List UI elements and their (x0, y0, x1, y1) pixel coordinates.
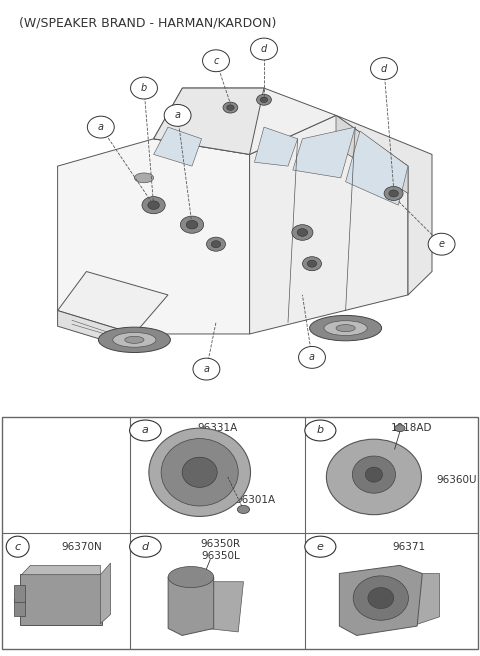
Circle shape (305, 420, 336, 441)
Polygon shape (250, 115, 408, 334)
Text: 96331A: 96331A (197, 423, 237, 433)
Text: d: d (261, 44, 267, 54)
Ellipse shape (297, 228, 308, 236)
Ellipse shape (257, 94, 271, 105)
Text: 96301A: 96301A (236, 495, 276, 505)
Ellipse shape (149, 428, 251, 516)
Text: a: a (98, 122, 104, 132)
Text: e: e (439, 239, 444, 249)
Text: a: a (309, 352, 315, 362)
Text: a: a (204, 364, 209, 374)
Text: d: d (381, 64, 387, 73)
Polygon shape (154, 88, 264, 154)
Ellipse shape (352, 456, 396, 493)
Polygon shape (207, 582, 243, 632)
Circle shape (428, 234, 455, 255)
Circle shape (130, 536, 161, 557)
FancyBboxPatch shape (14, 599, 25, 615)
Circle shape (164, 104, 191, 127)
Polygon shape (58, 272, 168, 334)
Circle shape (131, 77, 157, 99)
Text: e: e (317, 542, 324, 552)
Circle shape (193, 358, 220, 380)
Text: 96350R: 96350R (201, 539, 241, 549)
Text: 96370N: 96370N (61, 542, 102, 552)
Circle shape (305, 536, 336, 557)
Polygon shape (100, 563, 110, 624)
Polygon shape (154, 88, 336, 154)
Ellipse shape (324, 321, 367, 335)
Polygon shape (293, 127, 355, 178)
Text: c: c (213, 56, 219, 66)
Ellipse shape (180, 216, 204, 234)
Polygon shape (336, 115, 432, 295)
Ellipse shape (134, 173, 154, 183)
Circle shape (130, 420, 161, 441)
Text: a: a (142, 426, 149, 436)
Ellipse shape (168, 567, 214, 588)
FancyBboxPatch shape (14, 585, 25, 602)
Ellipse shape (161, 439, 238, 506)
Polygon shape (339, 565, 422, 636)
Text: 1018AD: 1018AD (391, 423, 432, 433)
Ellipse shape (310, 316, 382, 341)
Ellipse shape (206, 237, 226, 251)
Polygon shape (58, 310, 134, 350)
Circle shape (203, 50, 229, 72)
Ellipse shape (148, 201, 159, 209)
Circle shape (87, 116, 114, 138)
Circle shape (6, 536, 29, 557)
Ellipse shape (302, 256, 322, 271)
FancyBboxPatch shape (20, 573, 102, 625)
Text: (W/SPEAKER BRAND - HARMAN/KARDON): (W/SPEAKER BRAND - HARMAN/KARDON) (19, 16, 276, 30)
Ellipse shape (336, 325, 355, 332)
Ellipse shape (98, 327, 170, 352)
Text: b: b (317, 426, 324, 436)
Circle shape (237, 505, 250, 514)
Ellipse shape (182, 457, 217, 487)
Ellipse shape (384, 186, 403, 201)
Polygon shape (412, 573, 440, 626)
Ellipse shape (186, 220, 198, 229)
Ellipse shape (307, 260, 317, 267)
Circle shape (371, 58, 397, 79)
Polygon shape (58, 139, 250, 334)
Polygon shape (154, 127, 202, 166)
Text: 96360U: 96360U (437, 476, 477, 485)
FancyBboxPatch shape (2, 417, 478, 649)
Text: d: d (142, 542, 149, 552)
Polygon shape (336, 115, 408, 194)
Ellipse shape (227, 105, 234, 110)
Circle shape (251, 38, 277, 60)
Text: b: b (141, 83, 147, 93)
Ellipse shape (389, 190, 398, 197)
Text: 96350L: 96350L (201, 551, 240, 561)
Polygon shape (346, 131, 408, 205)
Ellipse shape (125, 337, 144, 343)
Polygon shape (254, 127, 298, 166)
Circle shape (299, 346, 325, 368)
Polygon shape (168, 570, 214, 636)
Polygon shape (22, 565, 100, 575)
Ellipse shape (353, 576, 408, 621)
Ellipse shape (326, 440, 421, 515)
Ellipse shape (365, 467, 383, 482)
Ellipse shape (292, 224, 313, 240)
Ellipse shape (368, 588, 394, 609)
Ellipse shape (211, 241, 221, 248)
Text: 96371: 96371 (392, 542, 425, 552)
Ellipse shape (113, 333, 156, 347)
Ellipse shape (223, 102, 238, 113)
Text: a: a (175, 110, 180, 121)
Text: c: c (14, 542, 21, 552)
Circle shape (395, 424, 405, 432)
Ellipse shape (260, 97, 268, 102)
Ellipse shape (142, 197, 165, 214)
